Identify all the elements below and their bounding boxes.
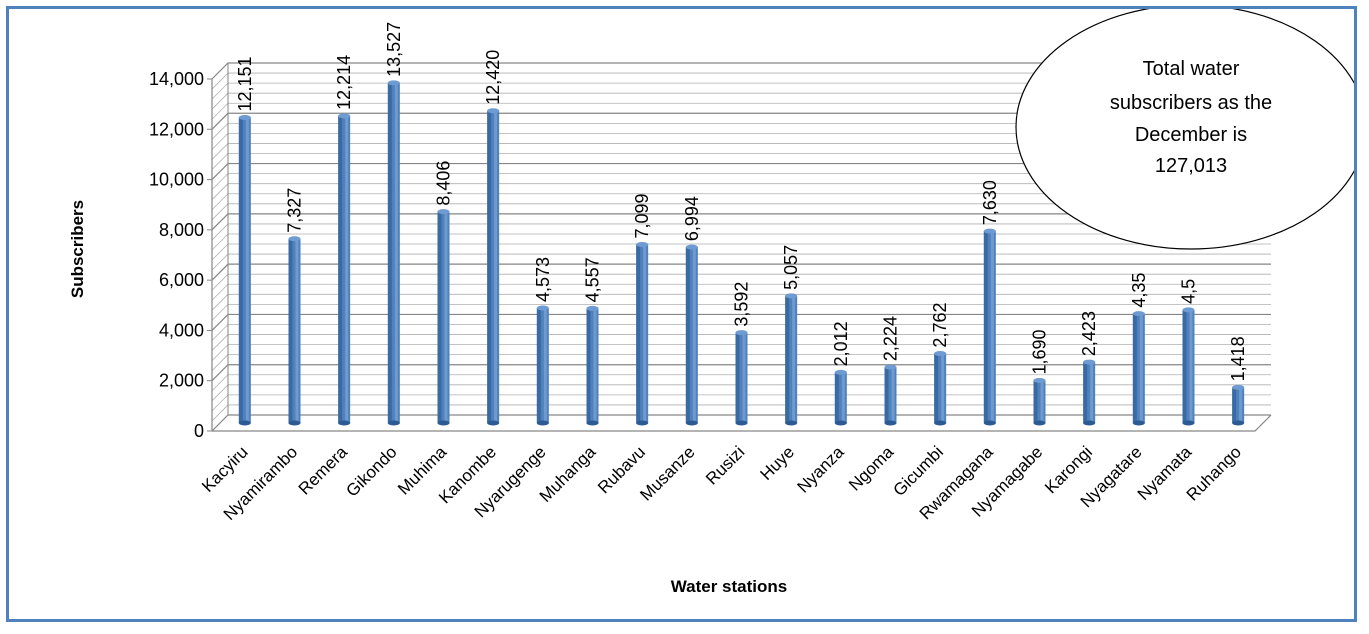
bar <box>1182 307 1195 426</box>
bar <box>338 113 351 426</box>
bar <box>685 244 698 426</box>
bar-layer <box>238 80 1245 426</box>
callout-line-4: 127,013 <box>1155 155 1227 177</box>
bar <box>834 369 847 426</box>
bar <box>1132 311 1145 426</box>
bar <box>288 236 301 426</box>
minor-gridline <box>211 243 1271 261</box>
bar <box>536 305 549 426</box>
bar <box>735 330 748 426</box>
category-label: Remera <box>295 442 352 499</box>
data-label: 8,406 <box>434 161 454 206</box>
y-tick-label: 12,000 <box>149 119 204 139</box>
major-gridline <box>211 263 1271 281</box>
y-tick-label: 4,000 <box>159 320 204 340</box>
data-label: 13,527 <box>384 22 404 77</box>
y-tick-label: 2,000 <box>159 371 204 391</box>
data-label: 2,224 <box>881 316 901 361</box>
data-label: 1,690 <box>1030 329 1050 374</box>
bar <box>934 351 947 426</box>
bar-chart: 02,0004,0006,0008,00010,00012,00014,000 … <box>68 9 1354 596</box>
y-tick-label: 14,000 <box>149 69 204 89</box>
data-label: 12,420 <box>483 50 503 105</box>
data-label: 3,592 <box>732 282 752 327</box>
bar <box>437 209 450 426</box>
data-label: 7,630 <box>980 180 1000 225</box>
bar <box>884 364 897 426</box>
data-label: 4,35 <box>1129 273 1149 308</box>
data-label: 12,214 <box>334 55 354 110</box>
data-label: 7,327 <box>285 188 305 233</box>
data-label: 4,573 <box>533 257 553 302</box>
callout-line-1: Total water <box>1143 58 1240 80</box>
category-label: Gikondo <box>342 442 400 500</box>
category-label: Nyanza <box>793 442 848 497</box>
data-label: 1,418 <box>1228 336 1248 381</box>
category-label: Ruhango <box>1183 442 1245 504</box>
y-tick-label: 0 <box>194 421 204 441</box>
callout-line-2: subscribers as the <box>1110 92 1272 114</box>
grid-layer <box>211 62 1271 432</box>
x-axis-title: Water stations <box>671 577 788 596</box>
bar <box>983 228 996 426</box>
category-label: Huye <box>756 442 797 483</box>
category-label: Musanze <box>636 442 698 504</box>
bar <box>1232 384 1245 426</box>
chart-frame: 0 2,000 4,000 6,000 8,000 10,000 12,000 14,000 … <box>6 6 1357 622</box>
axis-layer: 0 2,000 4,000 6,000 8,000 10,000 12,000 14,000 <box>149 69 1272 441</box>
bar <box>636 242 649 426</box>
data-label: 4,557 <box>583 257 603 302</box>
data-label: 12,151 <box>235 56 255 111</box>
bar <box>387 80 400 426</box>
bar <box>238 114 251 426</box>
callout-ellipse <box>1015 9 1354 250</box>
y-tick-label: 8,000 <box>159 220 204 240</box>
bar <box>785 293 798 426</box>
data-label: 2,762 <box>930 303 950 348</box>
x-axis-line <box>212 414 1272 432</box>
data-label: 6,994 <box>682 196 702 241</box>
data-label: 2,012 <box>831 321 851 366</box>
minor-gridline <box>211 253 1271 271</box>
data-label: 4,5 <box>1179 279 1199 304</box>
data-label: 7,099 <box>632 193 652 238</box>
data-label: 5,057 <box>781 245 801 290</box>
bar <box>1033 378 1046 426</box>
y-axis-title: Subscribers <box>68 200 87 298</box>
total-subscribers-callout: Total water subscribers as the December … <box>1015 9 1354 250</box>
bar <box>487 108 500 426</box>
y-tick-label: 10,000 <box>149 170 204 190</box>
bar <box>586 305 599 426</box>
category-label: Rusizi <box>702 442 748 488</box>
y-tick-label: 6,000 <box>159 270 204 290</box>
callout-line-3: December is <box>1135 124 1247 146</box>
bar <box>1083 359 1096 426</box>
data-label: 2,423 <box>1079 311 1099 356</box>
